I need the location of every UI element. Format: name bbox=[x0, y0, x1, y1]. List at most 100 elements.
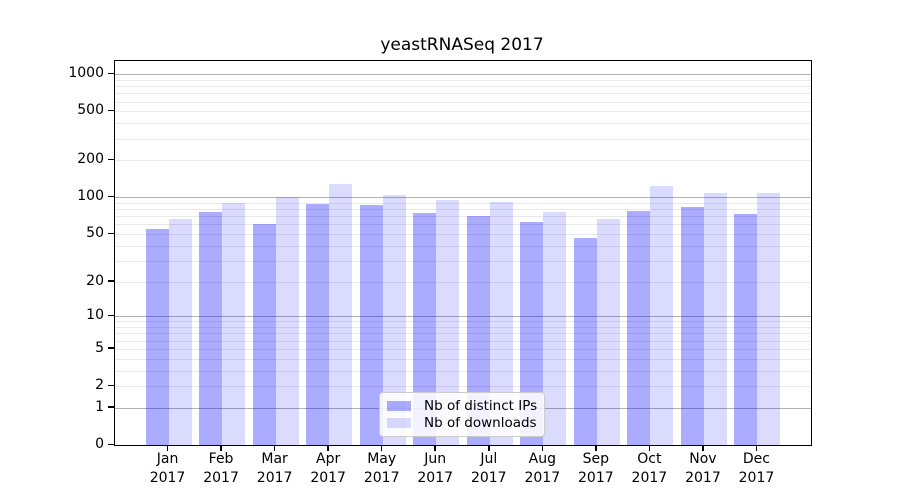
x-tick-month: Sep bbox=[582, 451, 610, 467]
y-tick-label: 200 bbox=[77, 151, 104, 168]
y-tick-mark bbox=[108, 109, 114, 112]
legend-label-downloads: Nb of downloads bbox=[424, 415, 537, 431]
gridline-minor bbox=[115, 80, 811, 81]
bar-distinct-ips bbox=[359, 204, 383, 445]
y-tick-label: 100 bbox=[77, 188, 104, 205]
x-tick-month: Jun bbox=[424, 451, 447, 467]
gridline-minor bbox=[115, 101, 811, 103]
y-tick-mark bbox=[108, 195, 114, 198]
x-tick-label: Nov 2017 bbox=[671, 450, 735, 488]
plot-area: Nb of distinct IPs Nb of downloads bbox=[114, 60, 812, 446]
x-tick-month: May bbox=[367, 451, 397, 467]
chart-title: yeastRNASeq 2017 bbox=[380, 35, 544, 55]
x-tick-year: 2017 bbox=[203, 470, 239, 486]
x-tick-mark bbox=[541, 445, 544, 451]
x-tick-label: May 2017 bbox=[350, 450, 414, 488]
gridline-minor bbox=[115, 386, 811, 388]
x-tick-year: 2017 bbox=[256, 470, 293, 486]
gridline-minor bbox=[115, 245, 811, 247]
x-tick-mark bbox=[273, 445, 276, 451]
x-tick-year: 2017 bbox=[524, 470, 561, 486]
gridline-minor bbox=[115, 203, 811, 204]
y-tick-mark bbox=[108, 72, 114, 75]
x-tick-label: Jun 2017 bbox=[403, 450, 467, 488]
x-tick-year: 2017 bbox=[149, 470, 186, 486]
gridline-major bbox=[115, 316, 811, 318]
x-tick-mark bbox=[166, 445, 169, 451]
y-tick-mark bbox=[108, 232, 114, 235]
x-tick-month: Dec bbox=[742, 451, 770, 467]
bar-downloads bbox=[489, 201, 513, 445]
y-tick-label: 1000 bbox=[68, 65, 104, 82]
bar-distinct-ips bbox=[145, 229, 169, 445]
y-tick-mark bbox=[108, 384, 114, 387]
x-tick-label: Jan 2017 bbox=[136, 450, 200, 488]
x-tick-mark bbox=[434, 445, 436, 451]
bar-distinct-ips bbox=[199, 211, 223, 445]
x-tick-mark bbox=[755, 445, 758, 451]
x-tick-month: Apr bbox=[316, 451, 341, 467]
bar-downloads bbox=[168, 219, 192, 445]
x-tick-year: 2017 bbox=[417, 470, 454, 486]
gridline-minor bbox=[115, 86, 811, 88]
gridline-major bbox=[115, 74, 811, 76]
gridline-minor bbox=[115, 123, 811, 125]
legend-swatch-ips bbox=[387, 401, 411, 411]
x-tick-mark bbox=[220, 445, 222, 451]
bar-distinct-ips bbox=[252, 224, 276, 445]
gridline-major bbox=[115, 197, 811, 199]
x-tick-year: 2017 bbox=[363, 470, 400, 486]
x-tick-mark bbox=[648, 445, 651, 451]
y-tick-mark bbox=[108, 158, 114, 161]
gridline-minor bbox=[115, 358, 811, 360]
bar-downloads bbox=[650, 185, 674, 445]
gridline-minor bbox=[115, 138, 811, 140]
bar-distinct-ips bbox=[520, 221, 544, 445]
x-tick-month: Feb bbox=[208, 451, 234, 467]
x-tick-mark bbox=[488, 445, 490, 451]
bar-distinct-ips bbox=[573, 238, 597, 445]
x-tick-year: 2017 bbox=[310, 470, 346, 486]
x-tick-month: Aug bbox=[528, 451, 556, 467]
gridline-minor bbox=[115, 216, 811, 218]
bar-distinct-ips bbox=[466, 216, 490, 445]
x-tick-label: Aug 2017 bbox=[510, 450, 574, 488]
bar-downloads bbox=[543, 211, 567, 445]
gridline-minor bbox=[115, 224, 811, 226]
bar-downloads bbox=[436, 200, 460, 445]
x-tick-label: Oct 2017 bbox=[617, 450, 681, 488]
bar-distinct-ips bbox=[680, 207, 704, 445]
x-tick-year: 2017 bbox=[470, 470, 507, 486]
gridline-minor bbox=[115, 370, 811, 372]
x-tick-mark bbox=[595, 445, 597, 451]
y-tick-label: 50 bbox=[86, 225, 104, 242]
y-tick-label: 0 bbox=[95, 436, 104, 452]
gridline-minor bbox=[115, 111, 811, 113]
bar-distinct-ips bbox=[627, 210, 651, 445]
y-tick-mark bbox=[108, 280, 114, 282]
gridline-minor bbox=[115, 281, 811, 283]
bar-downloads bbox=[329, 184, 353, 445]
gridline-minor bbox=[115, 93, 811, 95]
x-tick-label: Feb 2017 bbox=[189, 450, 253, 488]
x-tick-month: Mar bbox=[261, 451, 288, 467]
legend-swatch-downloads bbox=[387, 418, 411, 428]
bar-downloads bbox=[222, 203, 246, 445]
gridline-minor bbox=[115, 333, 811, 335]
bar-downloads bbox=[382, 194, 406, 445]
x-tick-label: Dec 2017 bbox=[724, 450, 788, 488]
y-tick-label: 10 bbox=[86, 307, 104, 324]
x-tick-year: 2017 bbox=[738, 470, 775, 486]
x-tick-year: 2017 bbox=[631, 470, 668, 486]
x-tick-year: 2017 bbox=[685, 470, 721, 486]
x-tick-mark bbox=[380, 445, 383, 451]
x-tick-month: Jan bbox=[156, 451, 179, 467]
x-tick-label: Mar 2017 bbox=[243, 450, 307, 488]
legend-label-ips: Nb of distinct IPs bbox=[424, 398, 538, 414]
legend: Nb of distinct IPs Nb of downloads bbox=[379, 392, 545, 437]
gridline-minor bbox=[115, 348, 811, 350]
y-tick-label: 500 bbox=[77, 102, 104, 119]
legend-item-distinct-ips: Nb of distinct IPs bbox=[387, 398, 538, 414]
gridline-minor bbox=[115, 234, 811, 236]
y-tick-mark bbox=[108, 314, 114, 317]
